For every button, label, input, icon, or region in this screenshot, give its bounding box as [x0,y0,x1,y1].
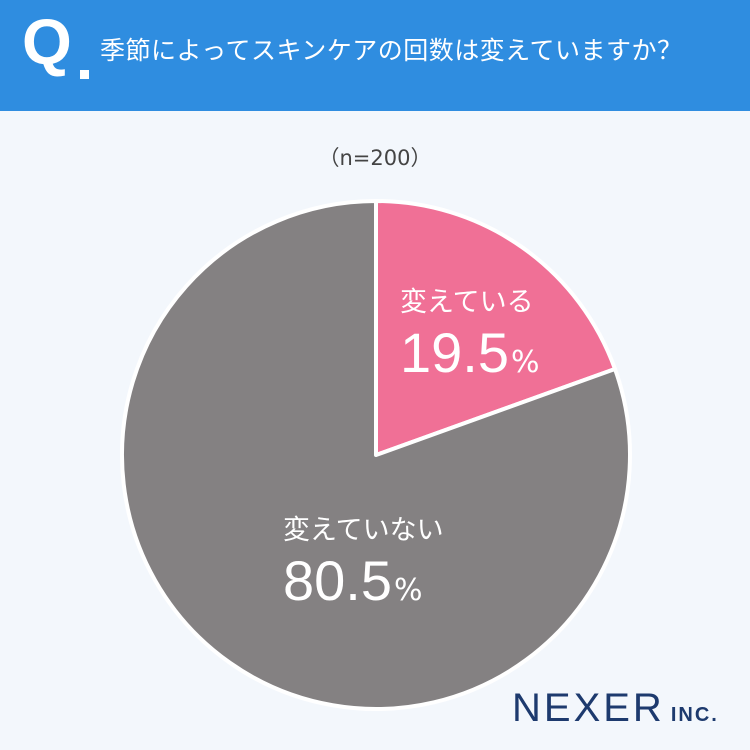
slice-value-change: 19.5 [400,321,509,384]
slice-category-nochange: 変えていない [283,515,444,546]
question-mark-q: Q [22,6,72,78]
pie-slice-change [374,199,617,457]
question-mark-dot [80,70,89,79]
slice-category-change: 変えている [400,287,534,318]
slice-label-change: 変えている 19.5% [400,280,540,381]
slice-unit-change: % [511,345,540,380]
slice-value-nochange: 80.5 [283,549,392,612]
question-text: 季節によってスキンケアの回数は変えていますか？ [100,36,683,65]
sample-size-label: （n=200） [318,146,432,170]
pie-slice-nochange [120,199,632,711]
slice-label-nochange: 変えていない 80.5% [283,508,444,609]
logo-main: NEXER [512,686,665,730]
slice-unit-nochange: % [394,573,423,608]
header-banner: Q 季節によってスキンケアの回数は変えていますか？ [0,0,750,111]
nexer-logo: NEXER INC. [512,686,719,731]
logo-sub: INC. [670,704,719,726]
